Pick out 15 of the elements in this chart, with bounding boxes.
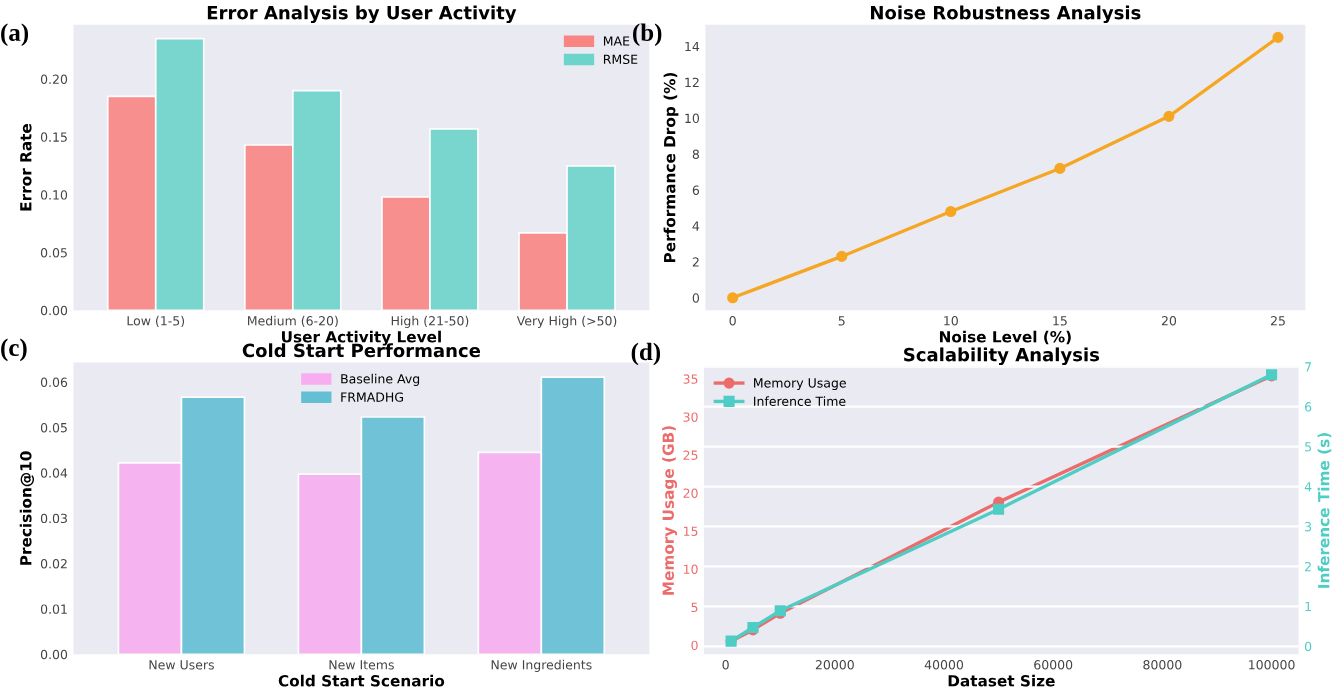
point bbox=[836, 250, 848, 262]
point bbox=[727, 292, 739, 304]
text: (a) bbox=[1, 23, 29, 47]
point bbox=[1163, 110, 1175, 122]
point bbox=[945, 205, 957, 218]
point bbox=[1054, 162, 1066, 174]
text: (c) bbox=[1, 338, 27, 362]
chart-title: Scalability Analysis bbox=[904, 347, 1100, 366]
point bbox=[993, 503, 1005, 515]
chart-title: Cold Start Performance bbox=[242, 343, 481, 358]
annotation: (b) bbox=[633, 23, 662, 47]
annotation: (d) bbox=[631, 342, 661, 366]
chart-title: Error Analysis by User Activity bbox=[207, 5, 517, 24]
chart-title: Noise Robustness Analysis bbox=[871, 5, 1141, 24]
point bbox=[1272, 31, 1284, 43]
